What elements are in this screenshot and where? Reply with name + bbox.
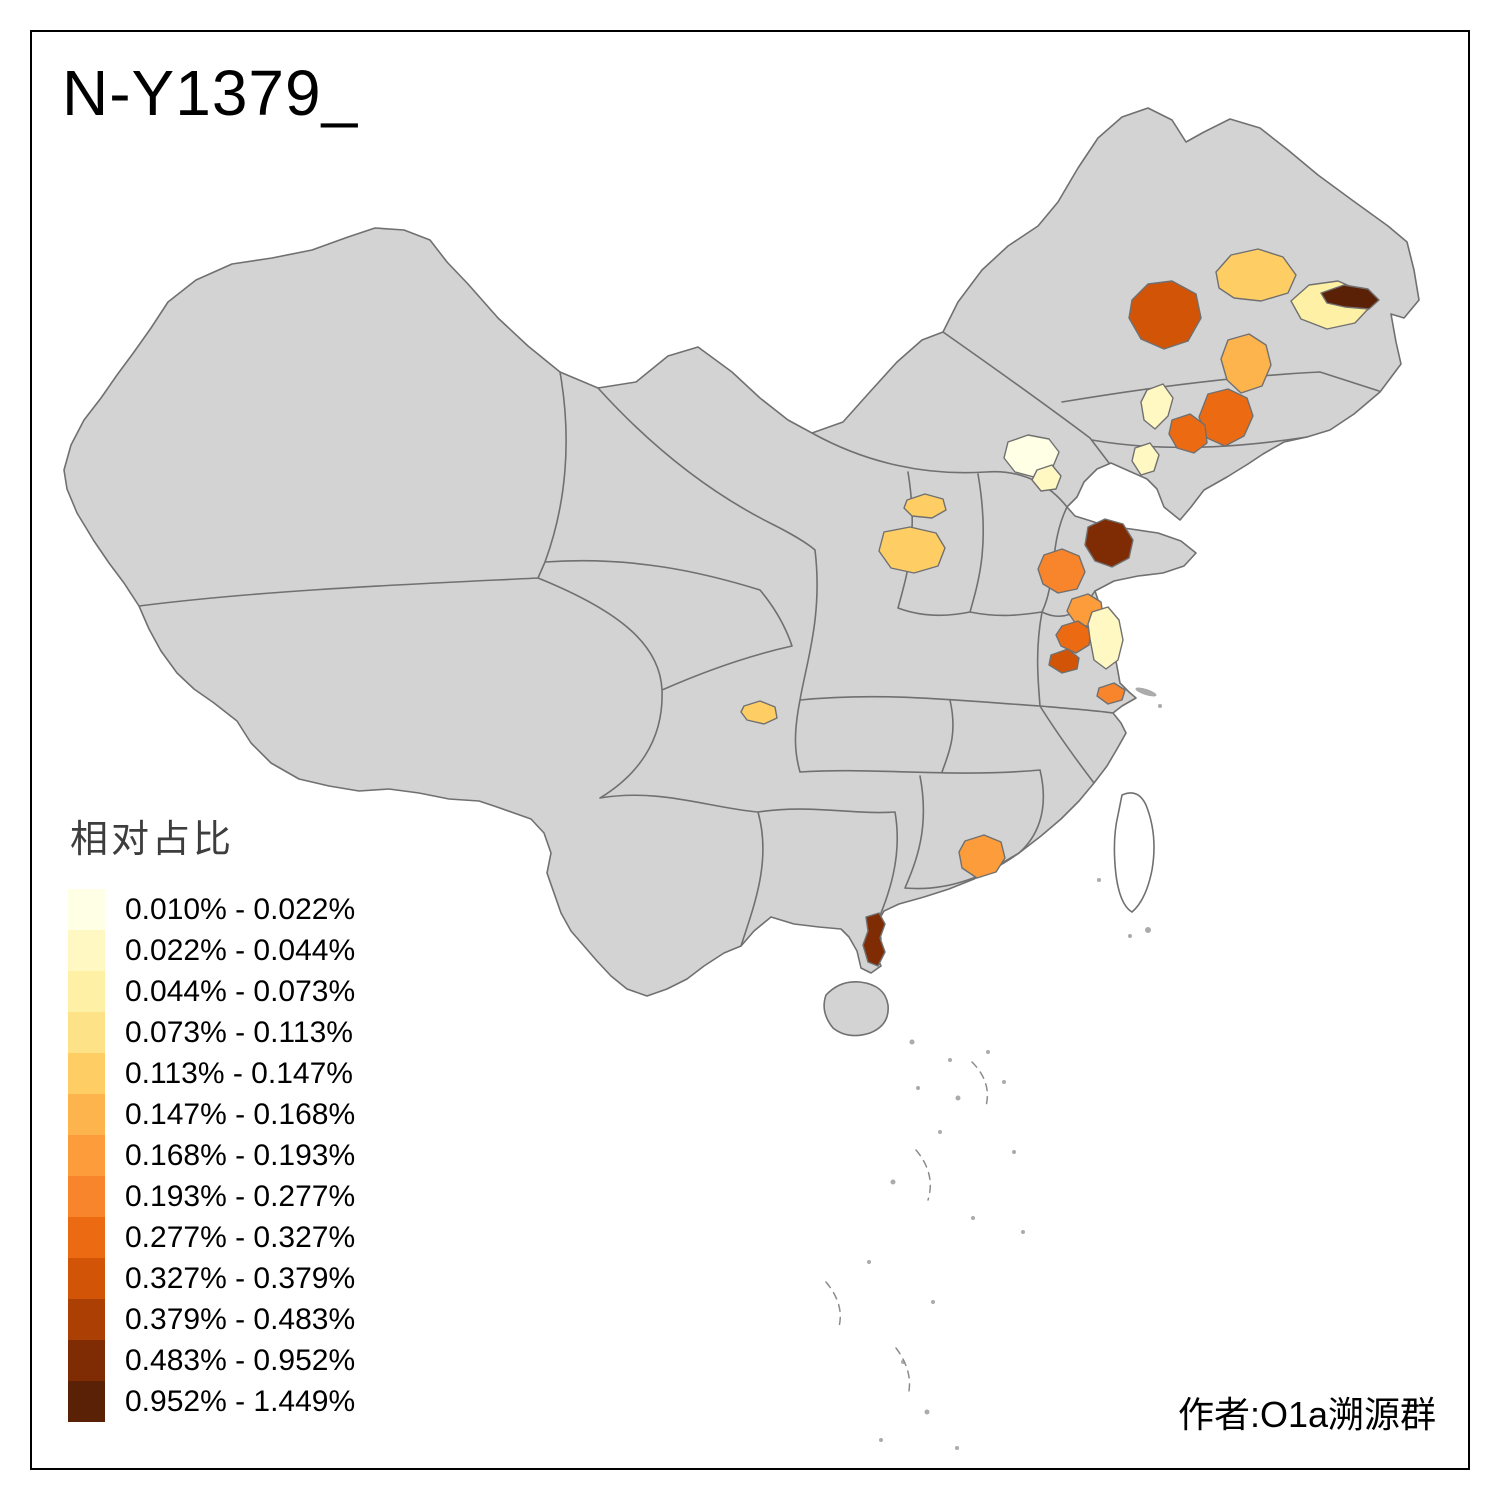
legend-swatch	[68, 889, 105, 930]
legend-swatch	[68, 1217, 105, 1258]
legend-title: 相对占比	[70, 819, 235, 861]
hainan-island	[823, 980, 889, 1037]
highlight-region	[1055, 620, 1092, 654]
reef-dash	[971, 1061, 989, 1107]
highlight-region	[1087, 606, 1124, 670]
page-title: N-Y1379_	[62, 57, 359, 129]
island-dot	[916, 1086, 920, 1090]
legend-swatch	[68, 1258, 105, 1299]
highlight-region	[1037, 548, 1086, 594]
legend-item: 0.147% - 0.168%	[68, 1094, 355, 1135]
legend-range-label: 0.022% - 0.044%	[125, 933, 356, 967]
island-dot	[931, 1300, 935, 1304]
legend-range-label: 0.113% - 0.147%	[125, 1056, 353, 1090]
island-dot	[1135, 687, 1157, 697]
legend-swatch	[68, 1012, 105, 1053]
island-dot	[879, 1438, 883, 1442]
legend-range-label: 0.147% - 0.168%	[125, 1097, 356, 1131]
legend-swatch	[68, 1135, 105, 1176]
legend-item: 0.193% - 0.277%	[68, 1176, 355, 1217]
highlight-region	[1131, 442, 1160, 476]
legend-item: 0.277% - 0.327%	[68, 1217, 355, 1258]
legend-item: 0.044% - 0.073%	[68, 971, 355, 1012]
legend-item: 0.952% - 1.449%	[68, 1381, 355, 1422]
legend-range-label: 0.483% - 0.952%	[125, 1343, 356, 1377]
legend-range-label: 0.044% - 0.073%	[125, 974, 356, 1008]
island-dot	[1158, 704, 1162, 708]
legend-item: 0.379% - 0.483%	[68, 1299, 355, 1340]
reef-dash	[895, 1347, 911, 1397]
island-dot	[955, 1095, 961, 1101]
legend-swatch	[68, 971, 105, 1012]
island-dot	[1128, 934, 1132, 938]
island-dot	[971, 1216, 975, 1220]
island-dot	[890, 1179, 896, 1185]
highlight-region	[1031, 464, 1062, 492]
island-dot	[1002, 1080, 1006, 1084]
legend-swatch	[68, 1299, 105, 1340]
island-dot	[1021, 1230, 1025, 1234]
island-dot	[924, 1409, 930, 1415]
legend-range-label: 0.193% - 0.277%	[125, 1179, 356, 1213]
legend-item: 0.483% - 0.952%	[68, 1340, 355, 1381]
highlight-region	[1048, 648, 1080, 674]
author-credit: 作者:O1a溯源群	[1177, 1394, 1436, 1435]
legend-swatch	[68, 1053, 105, 1094]
reef-dash	[825, 1281, 841, 1331]
highlight-region	[862, 912, 886, 967]
legend-range-label: 0.327% - 0.379%	[125, 1261, 356, 1295]
island-dot	[955, 1446, 959, 1450]
legend-items: 0.010% - 0.022% 0.022% - 0.044% 0.044% - 0…	[68, 889, 355, 1422]
legend-range-label: 0.952% - 1.449%	[125, 1384, 356, 1418]
island-dot	[986, 1050, 990, 1054]
highlight-regions	[740, 248, 1380, 967]
legend: 相对占比 0.010% - 0.022% 0.022% - 0.044% 0.044…	[68, 808, 355, 1422]
taiwan-island	[1113, 792, 1155, 913]
highlight-region	[1215, 248, 1297, 302]
island-dot	[938, 1130, 942, 1134]
legend-item: 0.327% - 0.379%	[68, 1258, 355, 1299]
island-dot	[1145, 927, 1151, 933]
legend-swatch	[68, 930, 105, 971]
map-layers	[63, 107, 1420, 1450]
legend-item: 0.022% - 0.044%	[68, 930, 355, 971]
legend-item: 0.168% - 0.193%	[68, 1135, 355, 1176]
highlight-region	[1096, 682, 1126, 705]
highlight-region	[1128, 280, 1202, 350]
legend-item: 0.113% - 0.147%	[68, 1053, 355, 1094]
highlight-region	[903, 493, 947, 519]
legend-range-label: 0.010% - 0.022%	[125, 892, 356, 926]
island-dot	[1012, 1150, 1016, 1154]
legend-swatch	[68, 1176, 105, 1217]
highlight-region	[1320, 284, 1380, 310]
island-dot	[867, 1260, 871, 1264]
highlight-region	[958, 834, 1006, 879]
highlight-region	[740, 700, 778, 725]
sea-dashed-lines	[825, 1061, 989, 1397]
legend-range-label: 0.073% - 0.113%	[125, 1015, 353, 1049]
sea-islands	[867, 687, 1162, 1450]
legend-range-label: 0.379% - 0.483%	[125, 1302, 356, 1336]
legend-range-label: 0.168% - 0.193%	[125, 1138, 356, 1172]
reef-dash	[915, 1149, 931, 1201]
legend-swatch	[68, 1094, 105, 1135]
island-dot	[948, 1058, 952, 1062]
island-dot	[909, 1039, 915, 1045]
highlight-region	[1084, 518, 1134, 568]
legend-item: 0.073% - 0.113%	[68, 1012, 355, 1053]
island-dot	[1097, 878, 1101, 882]
legend-item: 0.010% - 0.022%	[68, 889, 355, 930]
legend-range-label: 0.277% - 0.327%	[125, 1220, 356, 1254]
highlight-region	[878, 526, 946, 574]
highlight-region	[1140, 383, 1174, 430]
highlight-region	[1168, 413, 1208, 454]
highlight-region	[1220, 333, 1272, 394]
legend-swatch	[68, 1340, 105, 1381]
legend-swatch	[68, 1381, 105, 1422]
